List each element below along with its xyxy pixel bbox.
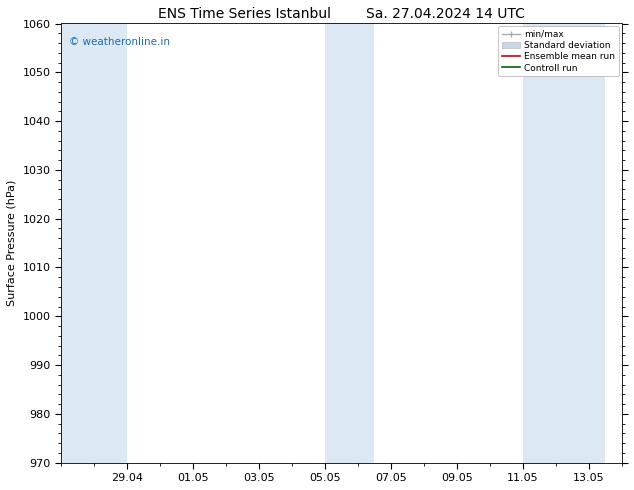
Y-axis label: Surface Pressure (hPa): Surface Pressure (hPa)	[7, 180, 17, 306]
Bar	[522, 24, 605, 463]
Bar	[61, 24, 127, 463]
Bar	[325, 24, 374, 463]
Text: © weatheronline.in: © weatheronline.in	[70, 37, 171, 47]
Legend: min/max, Standard deviation, Ensemble mean run, Controll run: min/max, Standard deviation, Ensemble me…	[498, 26, 619, 76]
Title: ENS Time Series Istanbul        Sa. 27.04.2024 14 UTC: ENS Time Series Istanbul Sa. 27.04.2024 …	[158, 7, 525, 21]
